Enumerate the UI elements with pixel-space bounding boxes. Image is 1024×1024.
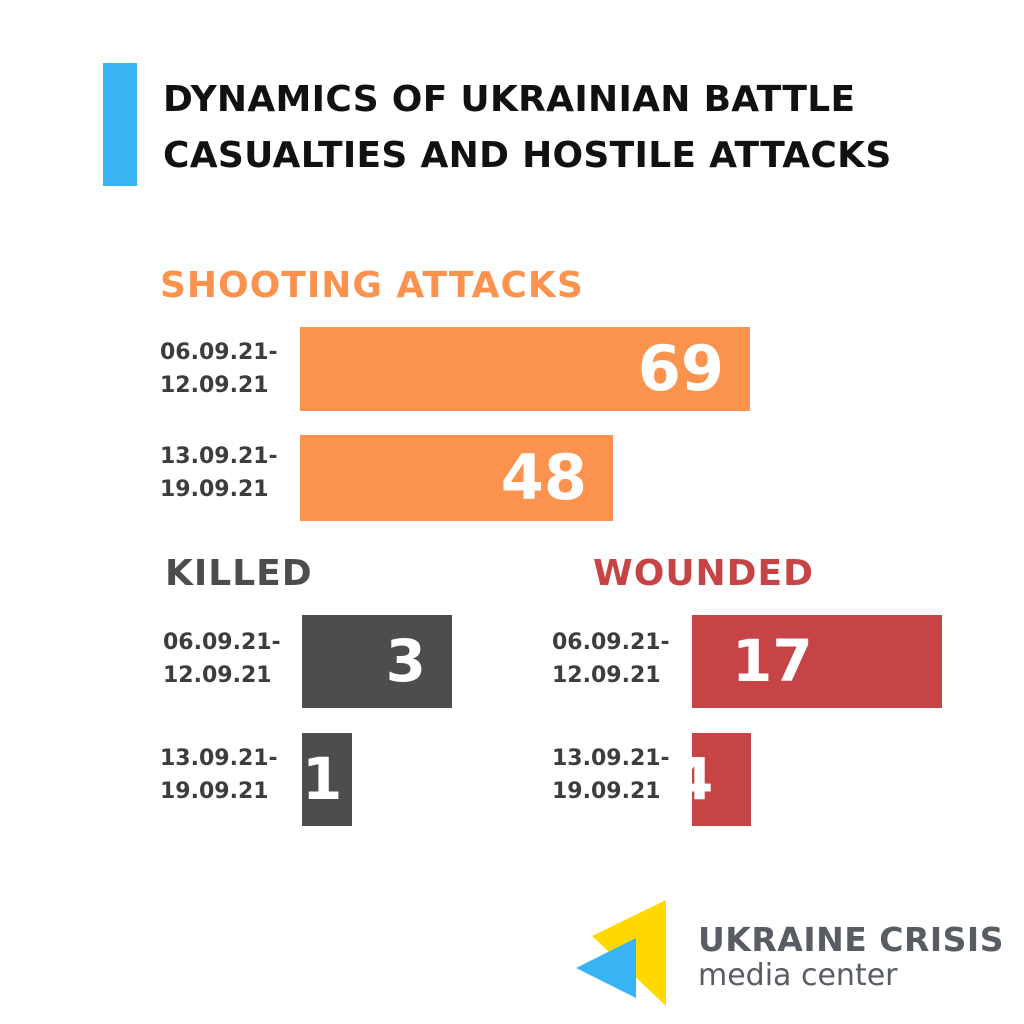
shooting-range-2-start: 13.09.21- xyxy=(160,444,278,469)
wounded-value-1: 17 xyxy=(732,627,813,695)
logo-mark-icon xyxy=(576,900,666,1006)
killed-range-label-2: 13.09.21- 19.09.21 xyxy=(160,742,278,808)
wounded-bar-1 xyxy=(692,615,942,708)
shooting-bar-2 xyxy=(300,435,613,521)
wounded-value-2: 4 xyxy=(673,745,714,813)
killed-range-2-start: 13.09.21- xyxy=(160,746,278,771)
wounded-heading: WOUNDED xyxy=(593,553,815,594)
title-accent-bar xyxy=(103,63,137,186)
ukraine-crisis-media-center-logo: UKRAINE CRISIS media center xyxy=(574,898,1003,1008)
killed-value-1: 3 xyxy=(385,627,426,695)
killed-range-2-end: 19.09.21 xyxy=(160,779,269,804)
killed-heading: KILLED xyxy=(165,553,313,594)
shooting-bar-1 xyxy=(300,327,750,411)
wounded-range-2-start: 13.09.21- xyxy=(552,746,670,771)
shooting-attacks-heading: SHOOTING ATTACKS xyxy=(160,265,584,306)
killed-range-1-end: 12.09.21 xyxy=(163,663,272,688)
shooting-range-label-2: 13.09.21- 19.09.21 xyxy=(160,440,278,506)
title-line-1: DYNAMICS OF UKRAINIAN BATTLE xyxy=(163,79,856,120)
shooting-range-1-start: 06.09.21- xyxy=(160,340,278,365)
title-line-2: CASUALTIES AND HOSTILE ATTACKS xyxy=(163,135,892,176)
killed-bar-2 xyxy=(302,733,352,826)
killed-range-label-1: 06.09.21- 12.09.21 xyxy=(163,626,281,692)
wounded-range-1-end: 12.09.21 xyxy=(552,663,661,688)
killed-range-1-start: 06.09.21- xyxy=(163,630,281,655)
logo-text-main: UKRAINE CRISIS xyxy=(698,920,1004,959)
logo-text-sub: media center xyxy=(698,958,898,993)
shooting-range-2-end: 19.09.21 xyxy=(160,477,269,502)
wounded-bar-2 xyxy=(692,733,751,826)
logo-blue-triangle xyxy=(576,938,636,998)
wounded-range-1-start: 06.09.21- xyxy=(552,630,670,655)
killed-bar-1 xyxy=(302,615,452,708)
shooting-range-1-end: 12.09.21 xyxy=(160,373,269,398)
shooting-value-1: 69 xyxy=(637,332,724,405)
shooting-value-2: 48 xyxy=(500,441,587,514)
wounded-range-label-2: 13.09.21- 19.09.21 xyxy=(552,742,670,808)
wounded-range-label-1: 06.09.21- 12.09.21 xyxy=(552,626,670,692)
page-title: DYNAMICS OF UKRAINIAN BATTLE CASUALTIES … xyxy=(163,72,1003,184)
wounded-range-2-end: 19.09.21 xyxy=(552,779,661,804)
shooting-range-label-1: 06.09.21- 12.09.21 xyxy=(160,336,278,402)
killed-value-2: 1 xyxy=(302,745,343,813)
